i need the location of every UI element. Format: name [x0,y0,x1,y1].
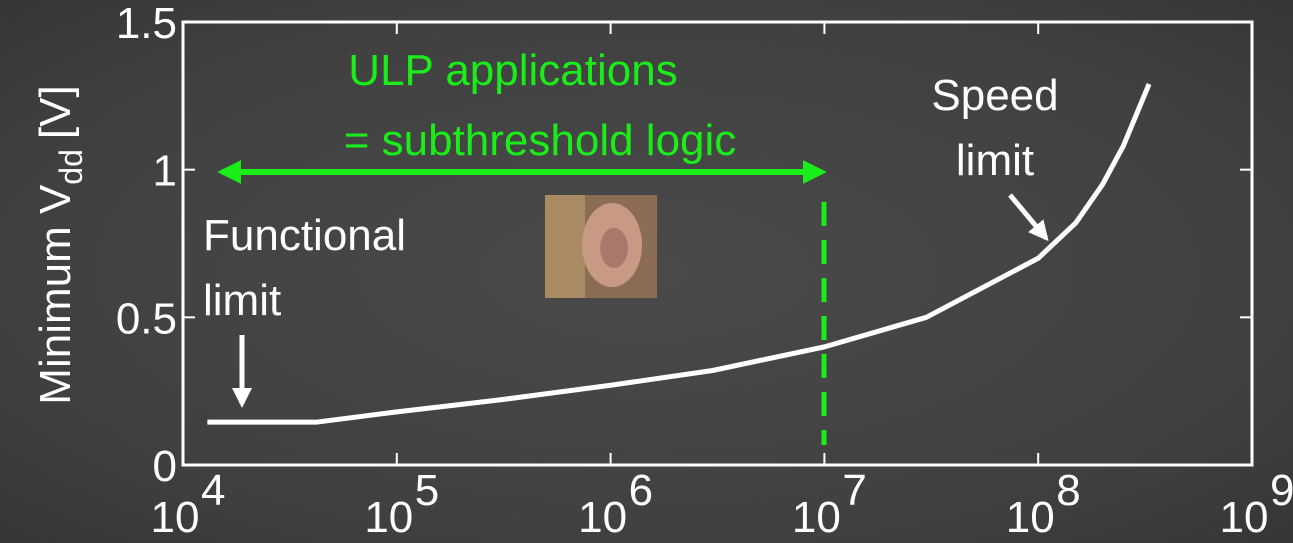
annotation: limit [203,276,281,325]
annotation: Functional [203,211,406,260]
annotation: = subthreshold logic [344,116,737,165]
x-tick-power: 8 [1056,466,1080,515]
x-tick-label: 10 [1220,493,1269,542]
x-tick-power: 6 [629,466,653,515]
x-tick-label: 10 [578,493,627,542]
y-tick-label: 1 [153,147,177,196]
chart: Minimum Vdd[V] 00.511.510410510610710810… [0,0,1293,543]
hearing-aid-photo [545,195,657,298]
x-tick-power: 9 [1270,466,1293,515]
annotation: ULP applications [348,46,677,95]
page: {"chart_data": {"type": "line", "ylabel"… [0,0,1293,543]
x-tick-label: 10 [151,493,200,542]
x-tick-power: 7 [842,466,866,515]
x-tick-label: 10 [792,493,841,542]
y-tick-label: 0 [153,442,177,491]
x-tick-power: 5 [415,466,439,515]
y-tick-label: 0.5 [116,294,177,343]
y-label-sub: dd [53,149,89,185]
x-tick-power: 4 [201,466,225,515]
x-tick-label: 10 [1006,493,1055,542]
x-tick-label: 10 [364,493,413,542]
y-label-text: Minimum V [31,184,80,405]
annotation: Speed [931,71,1058,120]
y-tick-label: 1.5 [116,0,177,48]
y-label-unit: [V] [31,85,80,139]
annotation: limit [956,136,1034,185]
y-axis-label: Minimum Vdd [V] [31,85,89,404]
speed-arrow [1010,195,1046,238]
